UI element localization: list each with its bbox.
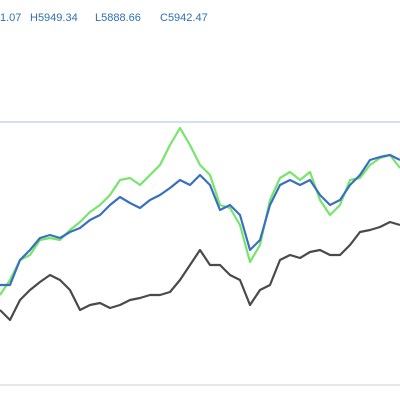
legend-item: 1.07	[0, 12, 21, 24]
legend-item: C5942.47	[160, 12, 208, 24]
legend-item: L5888.66	[95, 12, 141, 24]
series-line	[0, 153, 400, 287]
plot-area	[0, 121, 400, 322]
legend: 1.07 H5949.34 L5888.66 C5942.47	[0, 12, 208, 24]
series-line	[0, 220, 400, 322]
legend-item: H5949.34	[30, 12, 78, 24]
series-line	[0, 126, 400, 296]
